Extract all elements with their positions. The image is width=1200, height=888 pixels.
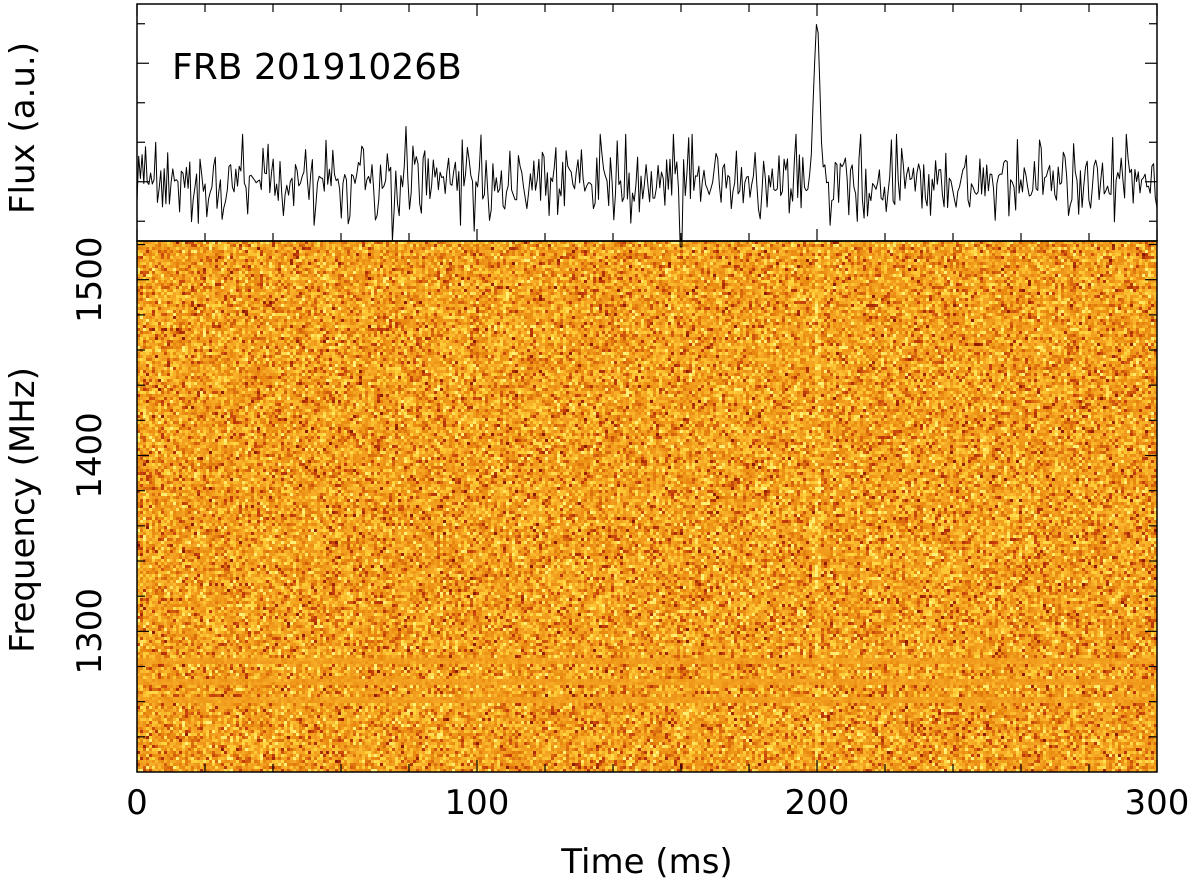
x-tick-labels: 0 100 200 300: [126, 783, 1189, 823]
y-tick-labels: 1300 1400 1500: [70, 236, 110, 674]
x-tick-label: 0: [126, 783, 148, 823]
bottom-panel-ticks: [136, 243, 1158, 772]
y-axis-title-flux: Flux (a.u.): [3, 42, 43, 214]
x-axis-title: Time (ms): [560, 842, 732, 882]
top-panel-frame: [136, 3, 1158, 242]
y-tick-label: 1300: [70, 588, 110, 675]
x-tick-label: 200: [785, 783, 850, 823]
chart-title: FRB 20191026B: [172, 47, 462, 88]
x-tick-label: 100: [445, 783, 510, 823]
waterfall-heatmap: [137, 241, 1157, 772]
flux-series-line: [136, 24, 1158, 248]
y-tick-label: 1500: [70, 236, 110, 323]
y-axis-title-frequency: Frequency (MHz): [3, 367, 43, 653]
bottom-panel-frame: [136, 240, 1158, 773]
x-tick-label: 300: [1125, 783, 1190, 823]
top-panel-ticks: [136, 4, 1158, 241]
flux-line-group: [136, 24, 1158, 248]
y-tick-label: 1400: [70, 412, 110, 499]
